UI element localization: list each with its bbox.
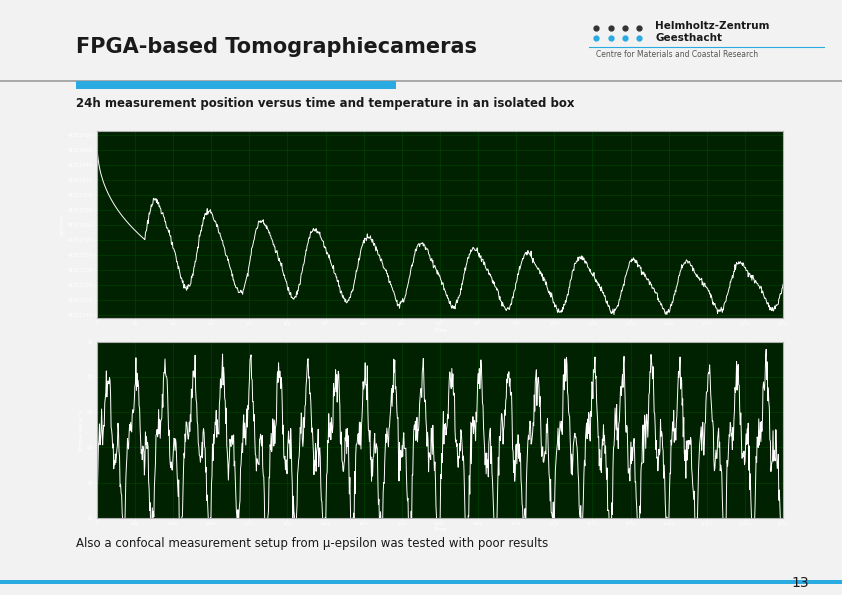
- Y-axis label: Temperature °C: Temperature °C: [78, 408, 83, 452]
- Text: FPGA-based Tomographiecameras: FPGA-based Tomographiecameras: [76, 37, 477, 57]
- Text: Geesthacht: Geesthacht: [655, 33, 722, 43]
- Text: 24h measurement position versus time and temperature in an isolated box: 24h measurement position versus time and…: [76, 97, 574, 110]
- X-axis label: Time: Time: [433, 328, 447, 333]
- X-axis label: Time: Time: [433, 527, 447, 532]
- Text: Also a confocal measurement setup from μ-epsilon was tested with poor results: Also a confocal measurement setup from μ…: [76, 537, 548, 550]
- Text: Centre for Materials and Coastal Research: Centre for Materials and Coastal Researc…: [596, 49, 759, 59]
- Text: Helmholtz-Zentrum: Helmholtz-Zentrum: [655, 21, 770, 30]
- Y-axis label: position: position: [60, 214, 65, 236]
- Text: 13: 13: [791, 576, 808, 590]
